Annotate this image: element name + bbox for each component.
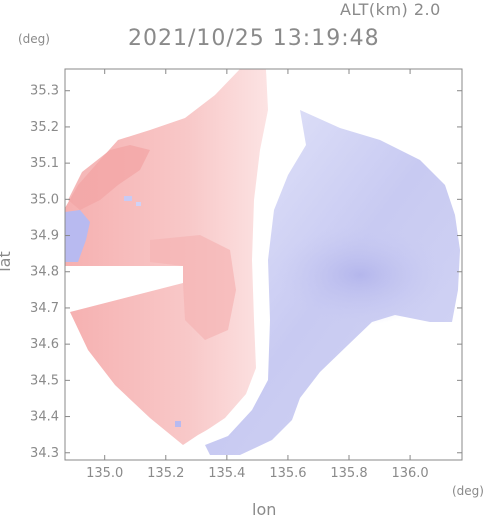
negative-core bbox=[275, 225, 445, 325]
radar-field bbox=[65, 69, 460, 455]
timestamp-title: 2021/10/25 13:19:48 bbox=[128, 26, 380, 51]
x-axis: 135.0 135.2 135.4 135.6 135.8 136.0 bbox=[86, 69, 429, 481]
y-tick-label: 34.8 bbox=[30, 265, 59, 280]
y-tick-label: 35.0 bbox=[30, 192, 59, 207]
positive-core-2 bbox=[150, 235, 236, 340]
y-tick-label: 35.3 bbox=[30, 84, 59, 99]
y-tick-label: 34.5 bbox=[30, 373, 59, 388]
x-tick-label: 135.2 bbox=[147, 466, 184, 481]
left-edge-blue bbox=[65, 210, 90, 262]
y-tick-label: 34.3 bbox=[30, 446, 59, 461]
x-tick-label: 136.0 bbox=[391, 466, 428, 481]
y-tick-label: 34.4 bbox=[30, 410, 59, 425]
x-tick-label: 135.0 bbox=[86, 466, 123, 481]
speckle bbox=[136, 202, 141, 206]
speckle bbox=[124, 196, 132, 201]
neutral-band bbox=[195, 69, 305, 445]
altitude-label: ALT(km) 2.0 bbox=[340, 0, 441, 19]
positive-core bbox=[68, 145, 150, 210]
y-tick-label: 35.1 bbox=[30, 156, 59, 171]
plot-frame bbox=[64, 68, 463, 461]
x-axis-label: lon bbox=[252, 500, 277, 519]
y-tick-label: 34.6 bbox=[30, 337, 59, 352]
y-tick-label: 34.9 bbox=[30, 229, 59, 244]
speckle bbox=[175, 421, 181, 427]
x-unit-label: (deg) bbox=[452, 484, 484, 498]
y-axis: 34.3 34.4 34.5 34.6 34.7 34.8 34.9 35.0 35.1 35.2… bbox=[30, 84, 462, 461]
x-tick-label: 135.6 bbox=[269, 466, 306, 481]
y-unit-label: (deg) bbox=[18, 32, 50, 46]
x-tick-label: 135.4 bbox=[208, 466, 245, 481]
y-tick-label: 35.2 bbox=[30, 120, 59, 135]
y-tick-label: 34.7 bbox=[30, 301, 59, 316]
x-tick-label: 135.8 bbox=[330, 466, 367, 481]
